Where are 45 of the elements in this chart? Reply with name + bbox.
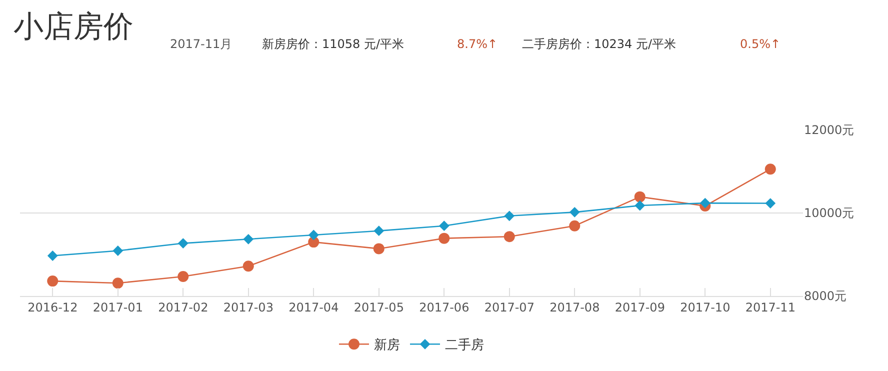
point xyxy=(634,200,646,211)
x-tick-label: 2017-06 xyxy=(419,300,470,314)
x-tick-label: 2017-04 xyxy=(288,300,339,314)
y-tick-label: 10000元 xyxy=(804,206,854,220)
point xyxy=(700,198,710,208)
point xyxy=(178,238,188,248)
x-tick-label: 2016-12 xyxy=(28,300,78,314)
x-tick-label: 2017-09 xyxy=(614,300,665,314)
point xyxy=(242,260,254,272)
point xyxy=(178,271,189,282)
point xyxy=(569,220,580,232)
text: 二手房房价：10234 元/平米 xyxy=(522,37,676,51)
point xyxy=(374,226,384,236)
legend-label: 二手房 xyxy=(445,337,484,354)
point xyxy=(569,206,580,218)
point xyxy=(634,191,646,202)
text: 8.7%↑ xyxy=(457,37,498,51)
x-tick-label: 2017-11 xyxy=(745,300,796,314)
point xyxy=(373,243,384,254)
text: 2017-11月 xyxy=(170,37,232,51)
y-tick-label: 8000元 xyxy=(804,289,847,304)
point xyxy=(243,234,254,244)
x-tick-label: 2017-02 xyxy=(158,300,208,314)
point xyxy=(438,232,450,244)
point xyxy=(438,220,450,232)
x-tick-label: 2017-10 xyxy=(680,300,730,314)
text: 0.5%↑ xyxy=(740,37,781,51)
point xyxy=(308,230,319,240)
legend-label: 新房 xyxy=(374,337,400,354)
x-tick-label: 2017-08 xyxy=(550,300,600,314)
y-tick-label: 12000元 xyxy=(804,123,854,138)
x-tick-label: 2017-01 xyxy=(92,300,143,314)
x-tick-label: 2017-07 xyxy=(484,300,534,314)
point xyxy=(47,276,58,287)
point xyxy=(765,198,776,208)
point xyxy=(112,278,124,289)
point xyxy=(764,164,776,175)
point xyxy=(504,231,515,242)
chart-title: 小店房价 xyxy=(13,9,134,44)
x-tick-label: 2017-05 xyxy=(354,300,404,314)
point xyxy=(504,210,515,222)
x-tick-label: 2017-03 xyxy=(223,300,274,314)
text: 新房房价：11058 元/平米 xyxy=(262,37,404,51)
point xyxy=(112,246,124,256)
point xyxy=(47,250,58,261)
